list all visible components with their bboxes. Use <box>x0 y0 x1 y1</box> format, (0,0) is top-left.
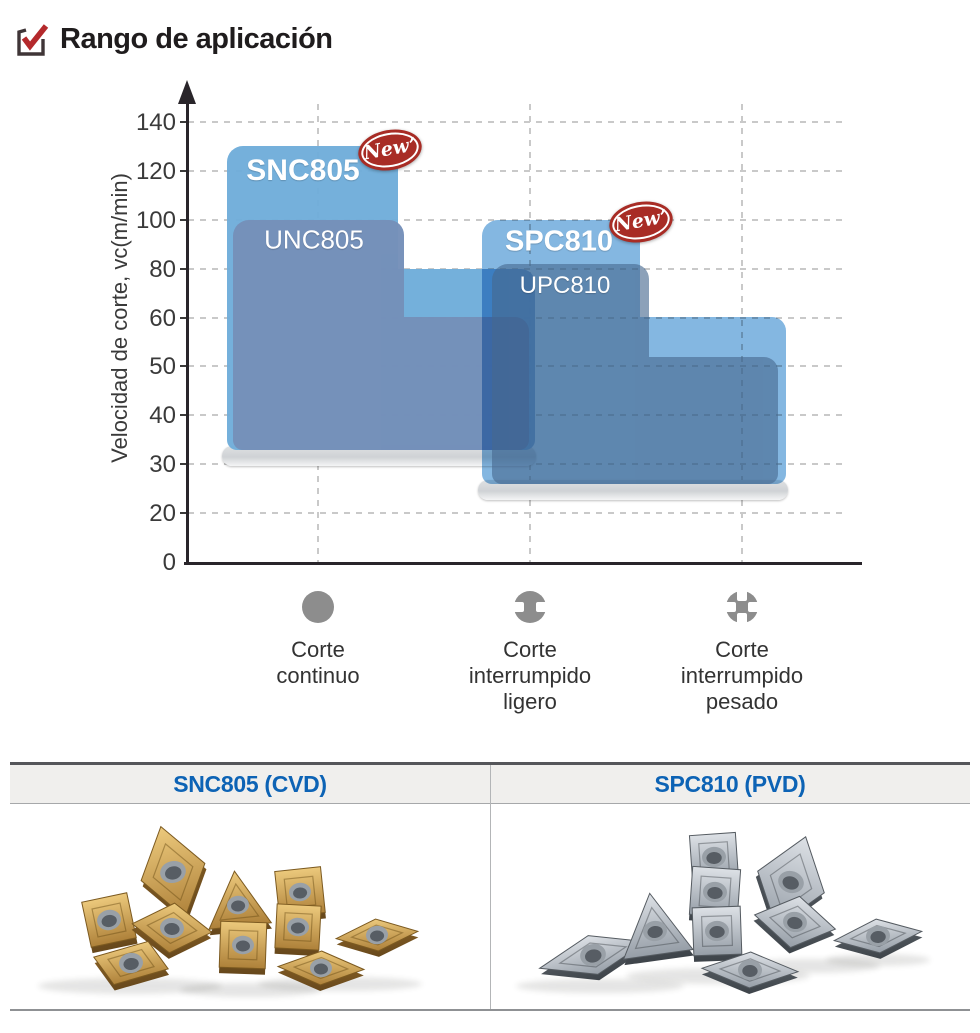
cutting-insert <box>538 935 648 981</box>
light-interrupted-cutting-icon <box>510 591 550 623</box>
page-header: Rango de aplicación <box>14 20 333 58</box>
heavy-interrupted-cutting-icon <box>722 587 762 627</box>
y-axis-line <box>186 100 189 565</box>
series-label-snc805: SNC805 <box>246 154 360 187</box>
category-ligero: Corte interrumpido ligero <box>420 590 640 715</box>
grade-table-header-pvd: SPC810 (PVD) <box>654 770 806 797</box>
y-tick-label: 100 <box>135 206 176 234</box>
h-gridline <box>188 120 842 123</box>
y-tick-mark <box>180 463 187 466</box>
cutting-insert <box>274 903 322 957</box>
h-gridline <box>188 169 842 172</box>
y-axis-arrow-icon <box>178 80 196 104</box>
cutting-insert <box>276 950 366 991</box>
y-tick-label: 80 <box>149 255 176 283</box>
category-label-pesado: Corte interrumpido pesado <box>680 637 804 714</box>
cutting-insert <box>832 918 924 959</box>
cutting-insert <box>218 920 268 975</box>
x-axis-line <box>184 562 862 565</box>
new-badge-label: New’ <box>612 205 669 237</box>
table-column-divider <box>490 765 491 1009</box>
continuous-cutting-icon <box>302 591 334 623</box>
category-continuo: Corte continuo <box>208 590 428 689</box>
range-segment <box>492 263 649 484</box>
series-base-platform <box>478 479 788 500</box>
new-badge-label: New’ <box>361 133 418 165</box>
gold-cvd-inserts-photo <box>10 804 490 1009</box>
series-base-platform <box>222 445 536 466</box>
cutting-insert <box>131 902 213 959</box>
h-gridline <box>188 512 842 515</box>
series-label-unc805: UNC805 <box>264 224 364 255</box>
series-label-upc810: UPC810 <box>519 272 611 299</box>
silver-pvd-inserts-photo <box>490 804 970 1009</box>
y-tick-label: 140 <box>135 108 176 136</box>
cutting-insert <box>691 905 743 962</box>
y-tick-label: 20 <box>149 500 176 528</box>
grade-table: SNC805 (CVD) SPC810 (PVD) <box>10 762 970 1011</box>
cutting-insert <box>622 892 694 966</box>
cutting-insert <box>208 870 273 936</box>
cutting-insert <box>700 951 800 994</box>
range-segment <box>233 219 404 450</box>
y-tick-mark <box>180 267 187 270</box>
category-pesado: Corte interrumpido pesado <box>632 587 852 715</box>
y-tick-mark <box>180 414 187 417</box>
y-tick-mark <box>180 218 187 221</box>
application-range-chart: Velocidad de corte, vc(m/min) 0 20 30 40 50 6… <box>0 0 980 740</box>
y-tick-label: 0 <box>162 549 176 576</box>
y-tick-label: 120 <box>135 157 176 185</box>
y-tick-mark <box>180 169 187 172</box>
cutting-insert <box>81 892 138 954</box>
y-tick-label: 50 <box>149 353 176 381</box>
page-title: Rango de aplicación <box>60 22 333 55</box>
grade-table-header-cvd: SNC805 (CVD) <box>173 770 327 797</box>
y-tick-label: 30 <box>149 451 176 479</box>
range-segment <box>647 356 778 484</box>
y-tick-mark <box>180 316 187 319</box>
series-shape-upc810 <box>492 263 778 484</box>
y-tick-label: 60 <box>149 304 176 332</box>
checkbox-with-red-check-icon <box>17 24 49 56</box>
cutting-insert <box>92 940 170 991</box>
category-label-ligero: Corte interrumpido ligero <box>468 637 592 714</box>
y-tick-label: 40 <box>149 402 176 430</box>
series-label-spc810: SPC810 <box>504 225 614 258</box>
y-tick-mark <box>180 512 187 515</box>
cutting-insert <box>753 895 837 954</box>
category-label-continuo: Corte continuo <box>276 637 360 688</box>
y-tick-mark <box>180 365 187 368</box>
cutting-insert <box>334 918 420 957</box>
grade-table-body <box>10 804 970 1009</box>
y-tick-mark <box>180 120 187 123</box>
cutting-insert <box>140 825 207 924</box>
